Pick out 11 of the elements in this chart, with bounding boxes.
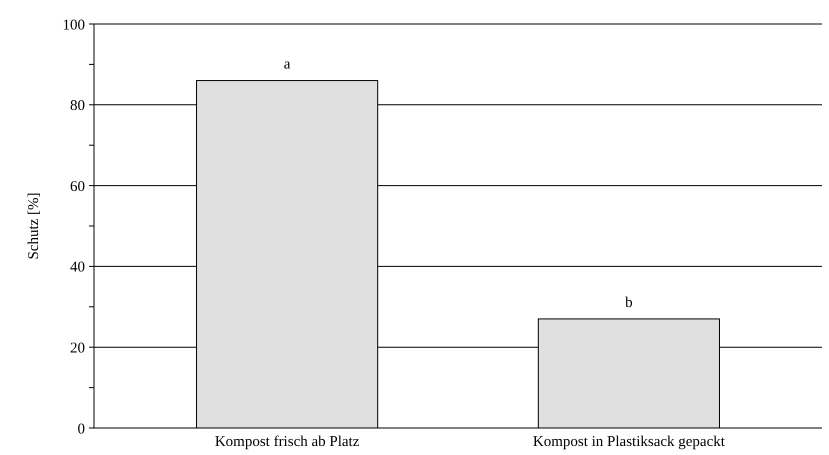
y-tick-label: 0 <box>78 421 85 438</box>
x-tick-label: Kompost in Plastiksack gepackt <box>532 434 726 450</box>
y-tick-label: 40 <box>70 260 85 276</box>
y-tick-label: 20 <box>70 340 85 356</box>
y-tick-label: 80 <box>70 98 85 114</box>
y-tick-label: 100 <box>62 17 85 34</box>
y-axis-title: Schutz [%] <box>26 192 42 260</box>
annotation: a <box>284 56 291 73</box>
x-tick-label: Kompost frisch ab Platz <box>214 434 360 450</box>
y-tick-label: 60 <box>70 178 85 195</box>
annotation: b <box>625 294 633 311</box>
